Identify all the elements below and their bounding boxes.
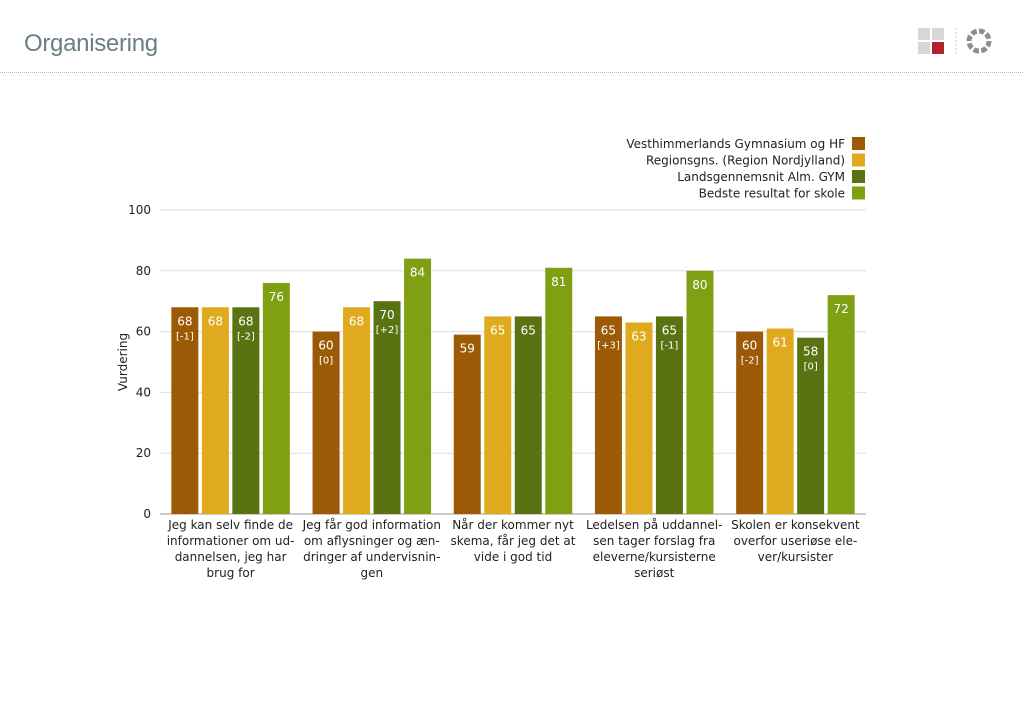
y-tick-label: 60: [136, 325, 151, 339]
delta-label: [+2]: [376, 325, 399, 336]
header-divider: [0, 72, 1023, 73]
bar: [404, 258, 432, 514]
bar: [484, 316, 512, 514]
bar: [736, 331, 764, 514]
delta-label: [-2]: [237, 331, 255, 342]
data-label: 68: [349, 314, 364, 328]
legend-label: Vesthimmerlands Gymnasium og HF: [626, 137, 845, 151]
data-label: 68: [238, 314, 253, 328]
y-tick-label: 40: [136, 385, 151, 399]
data-label: 65: [662, 323, 677, 337]
data-label: 60: [318, 339, 333, 353]
bar: [514, 316, 542, 514]
category-label: skema, får jeg det at: [451, 534, 576, 548]
data-label: 72: [834, 302, 849, 316]
data-label: 59: [460, 342, 475, 356]
category-label: om aflysninger og æn-: [304, 534, 440, 548]
delta-label: [-1]: [176, 331, 194, 342]
category-label: Skolen er konsekvent: [731, 518, 860, 532]
bar: [766, 328, 794, 514]
legend-swatch: [852, 153, 865, 167]
data-label: 65: [601, 323, 616, 337]
category-label: brug for: [207, 566, 255, 580]
bar: [827, 295, 855, 514]
data-label: 76: [269, 290, 284, 304]
legend-label: Bedste resultat for skole: [699, 187, 845, 201]
legend-swatch: [852, 137, 865, 150]
category-label: dringer af undervisnin-: [303, 550, 440, 564]
bar: [373, 301, 401, 514]
bar: [343, 307, 371, 514]
data-label: 63: [631, 329, 646, 343]
delta-label: [-2]: [741, 356, 759, 367]
data-label: 65: [490, 323, 505, 337]
category-label: eleverne/kursisterne: [593, 550, 716, 564]
category-label: Ledelsen på uddannel-: [586, 518, 722, 532]
category-label: Når der kommer nyt: [452, 518, 574, 532]
category-label: gen: [360, 566, 383, 580]
data-label: 61: [773, 336, 788, 350]
bar: [171, 307, 199, 514]
bar: [797, 337, 825, 514]
page-title: Organisering: [24, 30, 158, 57]
y-tick-label: 80: [136, 264, 151, 278]
category-label: overfor useriøse ele-: [733, 534, 857, 548]
data-label: 65: [521, 323, 536, 337]
legend-swatch: [852, 186, 865, 200]
category-label: informationer om ud-: [167, 534, 295, 548]
category-label: ver/kursister: [758, 550, 834, 564]
data-label: 60: [742, 339, 757, 353]
bar: [594, 316, 622, 514]
data-label: 84: [410, 266, 425, 280]
y-tick-label: 100: [128, 203, 151, 217]
data-label: 80: [692, 278, 707, 292]
category-label: Jeg kan selv finde de: [167, 518, 293, 532]
legend-label: Regionsgns. (Region Nordjylland): [646, 154, 845, 168]
data-label: 70: [379, 308, 394, 322]
bar: [686, 270, 714, 514]
delta-label: [0]: [804, 362, 818, 373]
bar: [625, 322, 653, 514]
delta-label: [0]: [319, 356, 333, 367]
logo: [918, 28, 992, 54]
grid-icon: [918, 28, 944, 54]
bar: [655, 316, 683, 514]
data-label: 58: [803, 345, 818, 359]
bar: [232, 307, 260, 514]
delta-label: [-1]: [661, 340, 679, 351]
category-label: seriøst: [634, 566, 674, 580]
category-label: Jeg får god information: [302, 518, 441, 532]
bar: [262, 282, 290, 514]
legend-label: Landsgennemsnit Alm. GYM: [677, 170, 845, 184]
y-tick-label: 0: [143, 507, 151, 521]
y-axis-label: Vurdering: [116, 333, 130, 391]
data-label: 81: [551, 275, 566, 289]
data-label: 68: [177, 314, 192, 328]
bar: [545, 267, 573, 514]
data-label: 68: [208, 314, 223, 328]
category-label: vide i god tid: [474, 550, 552, 564]
bar: [312, 331, 340, 514]
category-label: dannelsen, jeg har: [175, 550, 287, 564]
delta-label: [+3]: [597, 340, 620, 351]
category-label: sen tager forslag fra: [593, 534, 715, 548]
ring-icon: [966, 28, 992, 54]
legend-swatch: [852, 170, 865, 183]
bar: [453, 334, 481, 514]
bar: [201, 307, 229, 514]
y-tick-label: 20: [136, 446, 151, 460]
